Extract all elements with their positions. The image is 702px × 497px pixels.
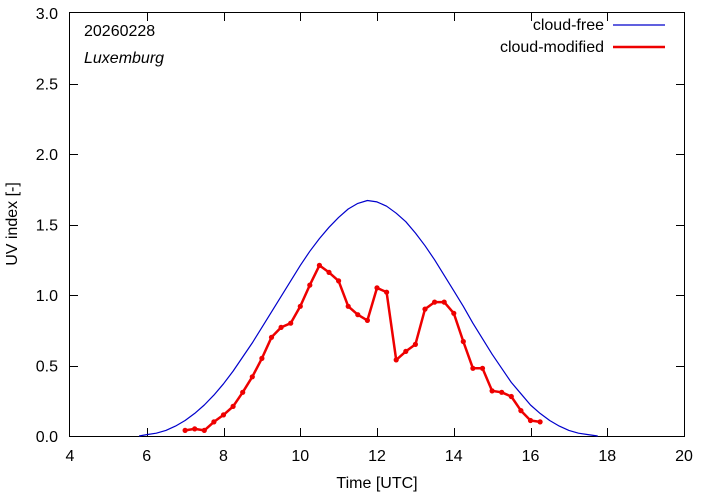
data-point-cloud-modified	[527, 417, 534, 424]
annotation-location: Luxemburg	[84, 50, 164, 67]
data-point-cloud-modified	[288, 320, 294, 326]
data-point-cloud-modified	[230, 403, 236, 409]
data-point-cloud-modified	[316, 262, 322, 268]
data-point-cloud-modified	[537, 419, 543, 425]
data-point-cloud-modified	[441, 299, 447, 305]
data-point-cloud-modified	[364, 317, 370, 323]
data-point-cloud-modified	[307, 282, 313, 288]
plot-frame	[69, 12, 685, 437]
legend-label-cloud-free: cloud-free	[533, 17, 604, 34]
y-tick-label: 2.5	[36, 77, 58, 94]
x-tick-label: 14	[445, 448, 463, 465]
data-point-cloud-modified	[336, 278, 342, 284]
legend: cloud-free cloud-modified	[500, 17, 665, 56]
data-point-cloud-modified	[345, 303, 351, 309]
x-tick-label: 16	[522, 448, 540, 465]
x-axis-title: Time [UTC]	[336, 475, 417, 492]
data-point-cloud-modified	[499, 389, 505, 395]
data-point-cloud-modified	[460, 338, 466, 345]
data-point-cloud-modified	[384, 289, 390, 295]
y-axis-title: UV index [-]	[4, 182, 21, 266]
data-point-cloud-modified	[201, 427, 207, 433]
y-tick-label: 0.5	[36, 359, 58, 376]
data-point-cloud-modified	[259, 355, 265, 361]
data-point-cloud-modified	[403, 348, 409, 354]
series-line-cloud-modified	[184, 264, 541, 432]
data-point-cloud-modified	[422, 306, 428, 312]
y-tick-label: 3.0	[36, 6, 58, 23]
axis-ticks: 4 6 8 10 12 14 16 18 20 0.0 0.5 1.0 1.5 2.0 2.5 3.0	[36, 6, 693, 465]
x-tick-label: 6	[142, 448, 151, 465]
series-line-cloud-free	[138, 199, 598, 437]
data-point-cloud-modified	[451, 310, 457, 316]
data-point-cloud-modified	[355, 312, 361, 318]
data-point-cloud-modified	[182, 427, 188, 433]
data-point-cloud-modified	[220, 412, 227, 418]
x-tick-label: 20	[675, 448, 693, 465]
data-point-cloud-modified	[432, 299, 438, 305]
y-tick-label: 2.0	[36, 147, 58, 164]
y-tick-label: 1.5	[36, 218, 58, 235]
data-point-cloud-modified	[278, 324, 284, 330]
data-point-cloud-modified	[412, 341, 418, 347]
y-tick-label: 0.0	[36, 429, 58, 446]
data-point-cloud-modified	[508, 393, 514, 400]
data-point-cloud-modified	[470, 365, 476, 371]
x-tick-label: 18	[598, 448, 616, 465]
x-tick-label: 12	[368, 448, 386, 465]
legend-label-cloud-modified: cloud-modified	[500, 39, 604, 56]
data-point-cloud-modified	[479, 365, 486, 371]
data-point-cloud-modified	[240, 389, 246, 395]
y-tick-label: 1.0	[36, 288, 58, 305]
data-point-cloud-modified	[268, 334, 275, 340]
data-point-cloud-modified	[326, 269, 332, 275]
series-layer	[138, 199, 598, 437]
data-point-cloud-modified	[297, 303, 303, 309]
data-point-cloud-modified	[393, 357, 399, 363]
data-point-cloud-modified	[249, 374, 255, 380]
data-point-cloud-modified	[211, 419, 217, 425]
x-tick-label: 4	[66, 448, 75, 465]
x-tick-label: 10	[291, 448, 309, 465]
data-point-cloud-modified	[192, 426, 198, 432]
data-point-cloud-modified	[489, 388, 495, 394]
data-point-cloud-modified	[374, 285, 380, 291]
annotation-date: 20260228	[84, 23, 155, 40]
data-point-cloud-modified	[518, 408, 524, 414]
x-tick-label: 8	[219, 448, 228, 465]
